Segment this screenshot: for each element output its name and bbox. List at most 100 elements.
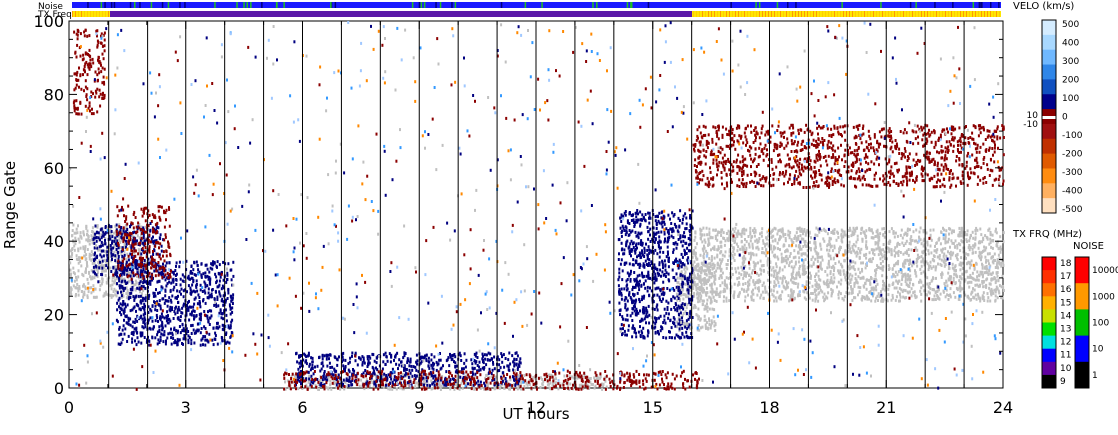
txfreq-mark bbox=[879, 11, 880, 17]
data-point bbox=[988, 242, 991, 246]
data-point bbox=[811, 298, 814, 302]
data-point bbox=[74, 239, 77, 242]
data-point bbox=[435, 360, 438, 364]
noise-mark bbox=[978, 2, 981, 8]
data-point bbox=[957, 297, 960, 301]
data-point bbox=[923, 237, 926, 241]
data-point bbox=[957, 233, 960, 237]
txfreq-mark bbox=[849, 11, 850, 17]
data-point bbox=[134, 317, 137, 321]
txfreq-mark bbox=[96, 11, 97, 17]
data-point bbox=[602, 384, 604, 388]
data-point bbox=[177, 339, 180, 343]
data-point bbox=[820, 255, 823, 259]
data-point bbox=[134, 283, 137, 287]
data-point bbox=[74, 294, 77, 298]
data-point bbox=[684, 277, 686, 281]
data-point bbox=[167, 299, 170, 303]
data-point bbox=[944, 259, 947, 263]
data-point bbox=[798, 267, 801, 271]
data-point bbox=[156, 333, 159, 337]
data-point bbox=[116, 274, 118, 278]
data-point bbox=[590, 382, 593, 386]
data-point bbox=[159, 338, 162, 342]
data-point bbox=[762, 264, 765, 267]
data-point bbox=[724, 250, 727, 254]
data-point bbox=[132, 333, 135, 337]
data-point bbox=[898, 279, 901, 283]
data-point bbox=[676, 260, 679, 264]
data-point bbox=[184, 288, 186, 292]
data-point bbox=[850, 234, 853, 238]
data-point bbox=[928, 291, 931, 295]
data-point bbox=[75, 275, 77, 279]
data-point bbox=[805, 297, 808, 301]
data-point bbox=[838, 247, 841, 251]
data-point bbox=[770, 288, 773, 292]
data-point bbox=[851, 290, 854, 294]
data-point bbox=[918, 255, 921, 259]
txfreq-mark bbox=[804, 11, 805, 17]
data-point bbox=[373, 382, 376, 386]
data-point bbox=[216, 342, 219, 346]
data-point bbox=[861, 267, 863, 271]
data-point bbox=[731, 227, 734, 231]
data-point bbox=[114, 224, 117, 228]
txfreq-mark bbox=[966, 11, 967, 17]
data-point bbox=[705, 282, 708, 286]
data-point bbox=[199, 283, 202, 287]
data-point bbox=[190, 324, 193, 328]
data-point bbox=[930, 251, 933, 255]
txfreq-mark bbox=[936, 11, 937, 17]
data-point bbox=[504, 357, 507, 360]
data-point bbox=[208, 332, 211, 336]
data-point bbox=[837, 296, 840, 300]
data-point bbox=[784, 237, 787, 240]
data-point bbox=[969, 298, 972, 302]
data-point bbox=[817, 287, 820, 291]
data-point bbox=[964, 233, 967, 237]
data-point bbox=[805, 280, 808, 284]
data-point bbox=[908, 275, 911, 279]
data-point bbox=[771, 235, 773, 239]
data-point bbox=[754, 264, 757, 268]
data-point bbox=[169, 331, 172, 335]
data-point bbox=[722, 299, 725, 303]
data-point bbox=[622, 226, 625, 230]
data-point bbox=[713, 271, 716, 274]
data-point bbox=[864, 266, 867, 270]
data-point bbox=[974, 250, 977, 254]
data-point bbox=[211, 288, 214, 291]
data-point bbox=[950, 239, 953, 243]
data-point bbox=[93, 276, 96, 280]
data-point bbox=[501, 354, 504, 358]
data-point bbox=[770, 244, 773, 248]
data-point bbox=[824, 270, 827, 273]
data-point bbox=[744, 238, 746, 241]
data-point bbox=[707, 262, 710, 266]
data-point bbox=[794, 260, 797, 264]
data-point bbox=[925, 247, 927, 251]
data-point bbox=[958, 230, 961, 234]
data-point bbox=[980, 255, 983, 259]
data-point bbox=[711, 246, 714, 250]
txfreq-mark bbox=[873, 11, 874, 17]
data-point bbox=[872, 257, 874, 261]
top-strips: Noise TX Freq bbox=[37, 2, 1001, 20]
data-point bbox=[879, 251, 882, 255]
data-point bbox=[927, 249, 930, 253]
data-point bbox=[748, 245, 751, 249]
txfreq-mark bbox=[84, 11, 85, 17]
data-point bbox=[304, 353, 307, 357]
data-point bbox=[518, 377, 521, 381]
data-point bbox=[691, 284, 694, 288]
data-point bbox=[178, 338, 181, 342]
data-point bbox=[163, 333, 166, 337]
data-point bbox=[755, 238, 758, 242]
data-point bbox=[713, 308, 716, 312]
data-point bbox=[962, 235, 965, 239]
data-point bbox=[186, 304, 188, 307]
noise-mark bbox=[129, 2, 132, 8]
data-point bbox=[797, 260, 800, 264]
data-point bbox=[951, 241, 954, 245]
